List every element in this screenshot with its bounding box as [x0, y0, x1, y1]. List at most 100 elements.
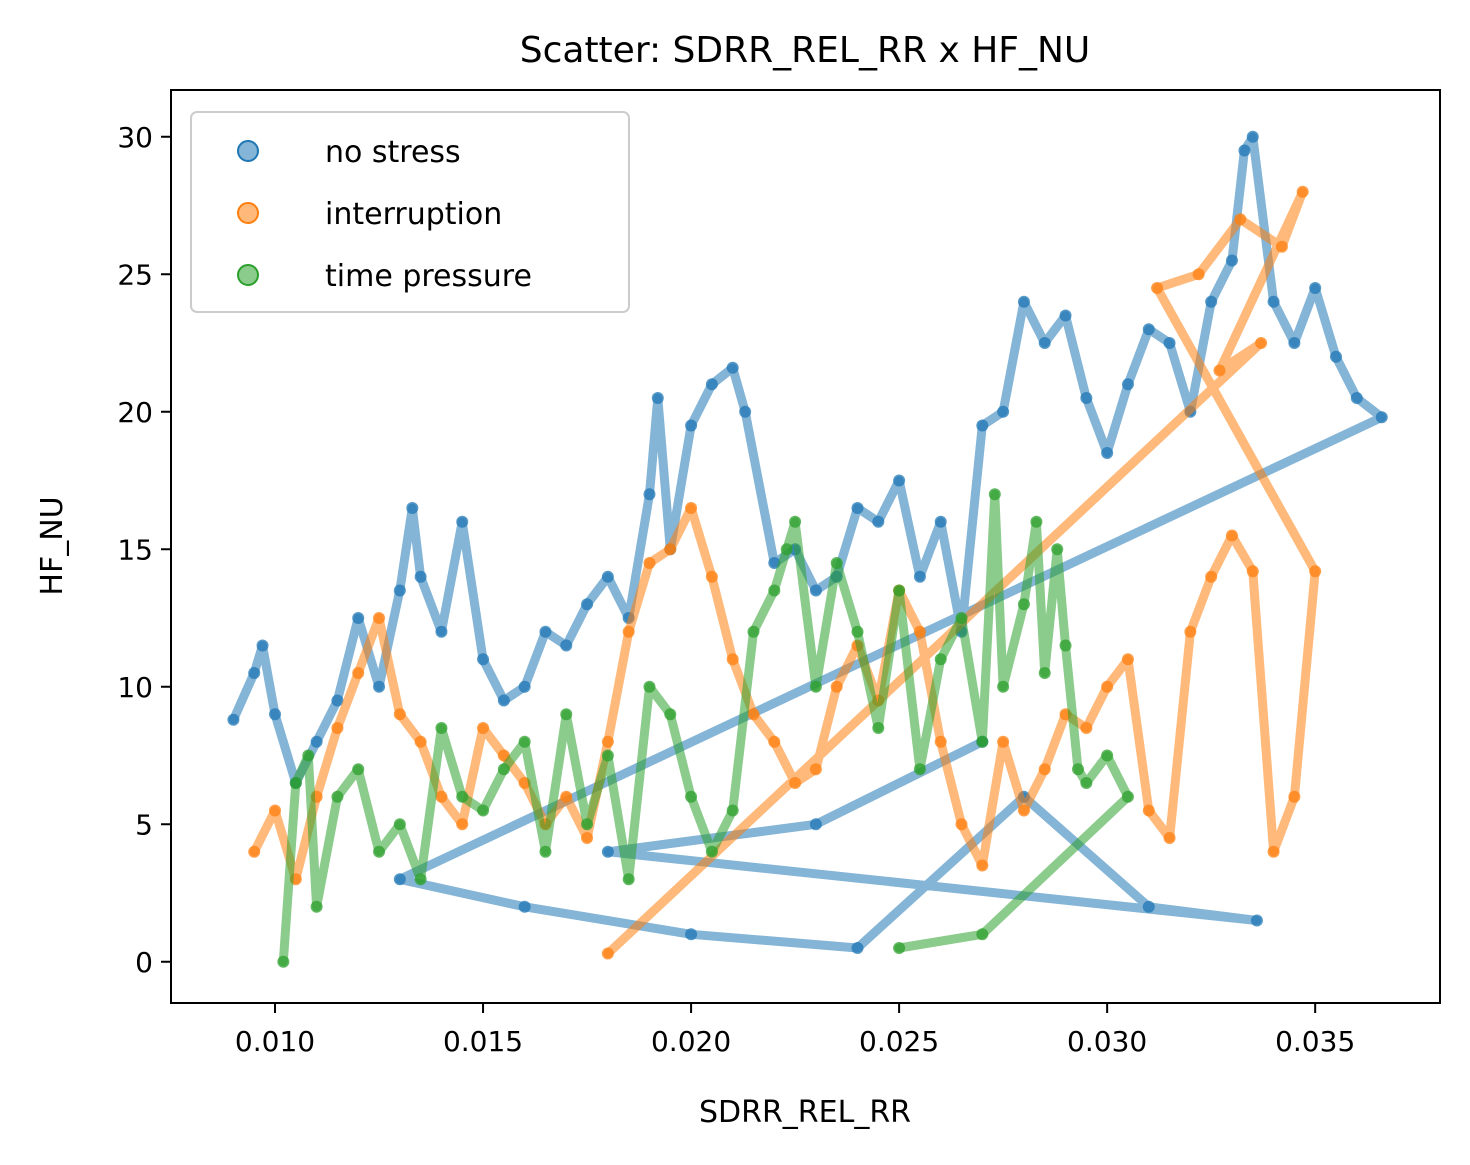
- data-point: [352, 763, 365, 776]
- data-point: [560, 708, 573, 721]
- data-point: [1225, 254, 1238, 267]
- legend-label: time pressure: [325, 259, 532, 294]
- data-point: [1255, 337, 1268, 349]
- data-point: [477, 653, 490, 666]
- data-point: [622, 625, 635, 638]
- legend: no stress interruption time pressure: [190, 111, 630, 313]
- data-point: [456, 818, 469, 831]
- data-point: [227, 713, 240, 726]
- data-point: [456, 790, 469, 803]
- legend-marker: [237, 140, 259, 162]
- data-point: [1329, 350, 1342, 363]
- data-point: [976, 419, 989, 432]
- data-point: [373, 680, 386, 693]
- data-point: [976, 859, 989, 872]
- data-point: [331, 790, 344, 803]
- y-axis-label: HF_NU: [35, 496, 70, 595]
- series-time-pressure: [277, 488, 1134, 968]
- data-point: [1017, 295, 1030, 308]
- data-point: [705, 845, 718, 858]
- data-point: [1080, 392, 1093, 404]
- y-tick-label: 30: [117, 121, 153, 154]
- data-point: [685, 928, 698, 941]
- legend-marker: [237, 202, 259, 224]
- data-point: [747, 708, 760, 721]
- data-point: [393, 873, 406, 886]
- data-point: [1275, 240, 1288, 253]
- data-point: [414, 873, 427, 886]
- data-point: [1246, 130, 1259, 143]
- data-point: [997, 680, 1010, 693]
- data-point: [1184, 625, 1197, 638]
- data-point: [1238, 144, 1251, 157]
- data-point: [830, 557, 843, 569]
- data-point: [955, 818, 968, 831]
- data-point: [435, 625, 448, 638]
- data-point: [1051, 543, 1064, 556]
- data-point: [601, 735, 614, 748]
- data-point: [664, 708, 677, 721]
- data-point: [913, 763, 926, 776]
- data-point: [310, 735, 323, 748]
- data-point: [435, 790, 448, 803]
- data-point: [477, 722, 490, 734]
- data-point: [581, 818, 594, 831]
- data-point: [1101, 680, 1114, 693]
- legend-label: no stress: [325, 135, 461, 170]
- data-point: [1080, 777, 1093, 789]
- legend-box: [190, 111, 630, 313]
- y-tick-label: 25: [117, 258, 153, 291]
- data-point: [1225, 529, 1238, 542]
- data-point: [581, 832, 594, 844]
- data-point: [581, 598, 594, 611]
- x-tick-label: 0.020: [651, 1025, 731, 1058]
- data-point: [739, 405, 752, 418]
- data-point: [269, 708, 282, 721]
- data-point: [1121, 653, 1134, 666]
- data-point: [893, 942, 906, 954]
- data-point: [1038, 667, 1051, 679]
- data-point: [893, 584, 906, 597]
- data-point: [302, 749, 315, 762]
- data-point: [1205, 295, 1218, 308]
- data-point: [1288, 337, 1301, 349]
- data-point: [622, 873, 635, 886]
- data-point: [789, 515, 802, 528]
- data-point: [830, 680, 843, 693]
- data-point: [1296, 185, 1309, 198]
- data-point: [1151, 282, 1164, 294]
- data-point: [406, 502, 419, 514]
- data-point: [1142, 900, 1155, 913]
- data-point: [789, 777, 802, 789]
- data-point: [851, 942, 864, 954]
- data-point: [352, 612, 365, 624]
- data-point: [1142, 323, 1155, 336]
- y-tick-label: 10: [117, 671, 153, 704]
- data-point: [988, 488, 1001, 501]
- data-point: [726, 804, 739, 817]
- data-point: [601, 845, 614, 858]
- x-tick-label: 0.010: [235, 1025, 315, 1058]
- data-point: [934, 515, 947, 528]
- data-point: [560, 639, 573, 652]
- data-point: [1234, 213, 1247, 226]
- data-point: [393, 708, 406, 721]
- data-point: [539, 845, 552, 858]
- data-point: [414, 735, 427, 748]
- data-point: [601, 947, 614, 960]
- series-trace: [278, 489, 1133, 967]
- data-point: [1030, 515, 1043, 528]
- data-point: [248, 845, 261, 858]
- data-point: [664, 543, 677, 556]
- y-tick-label: 20: [117, 396, 153, 429]
- data-point: [913, 570, 926, 583]
- data-point: [747, 625, 760, 638]
- data-point: [1246, 565, 1259, 578]
- data-point: [248, 667, 261, 679]
- data-point: [310, 900, 323, 913]
- data-point: [560, 790, 573, 803]
- data-point: [851, 625, 864, 638]
- data-point: [809, 584, 822, 597]
- data-point: [497, 694, 510, 707]
